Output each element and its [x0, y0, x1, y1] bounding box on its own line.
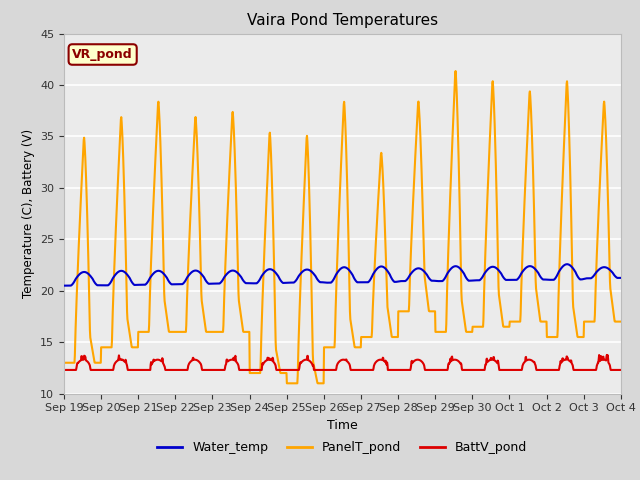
- Legend: Water_temp, PanelT_pond, BattV_pond: Water_temp, PanelT_pond, BattV_pond: [152, 436, 532, 459]
- Title: Vaira Pond Temperatures: Vaira Pond Temperatures: [247, 13, 438, 28]
- Text: VR_pond: VR_pond: [72, 48, 133, 61]
- X-axis label: Time: Time: [327, 419, 358, 432]
- Y-axis label: Temperature (C), Battery (V): Temperature (C), Battery (V): [22, 129, 35, 298]
